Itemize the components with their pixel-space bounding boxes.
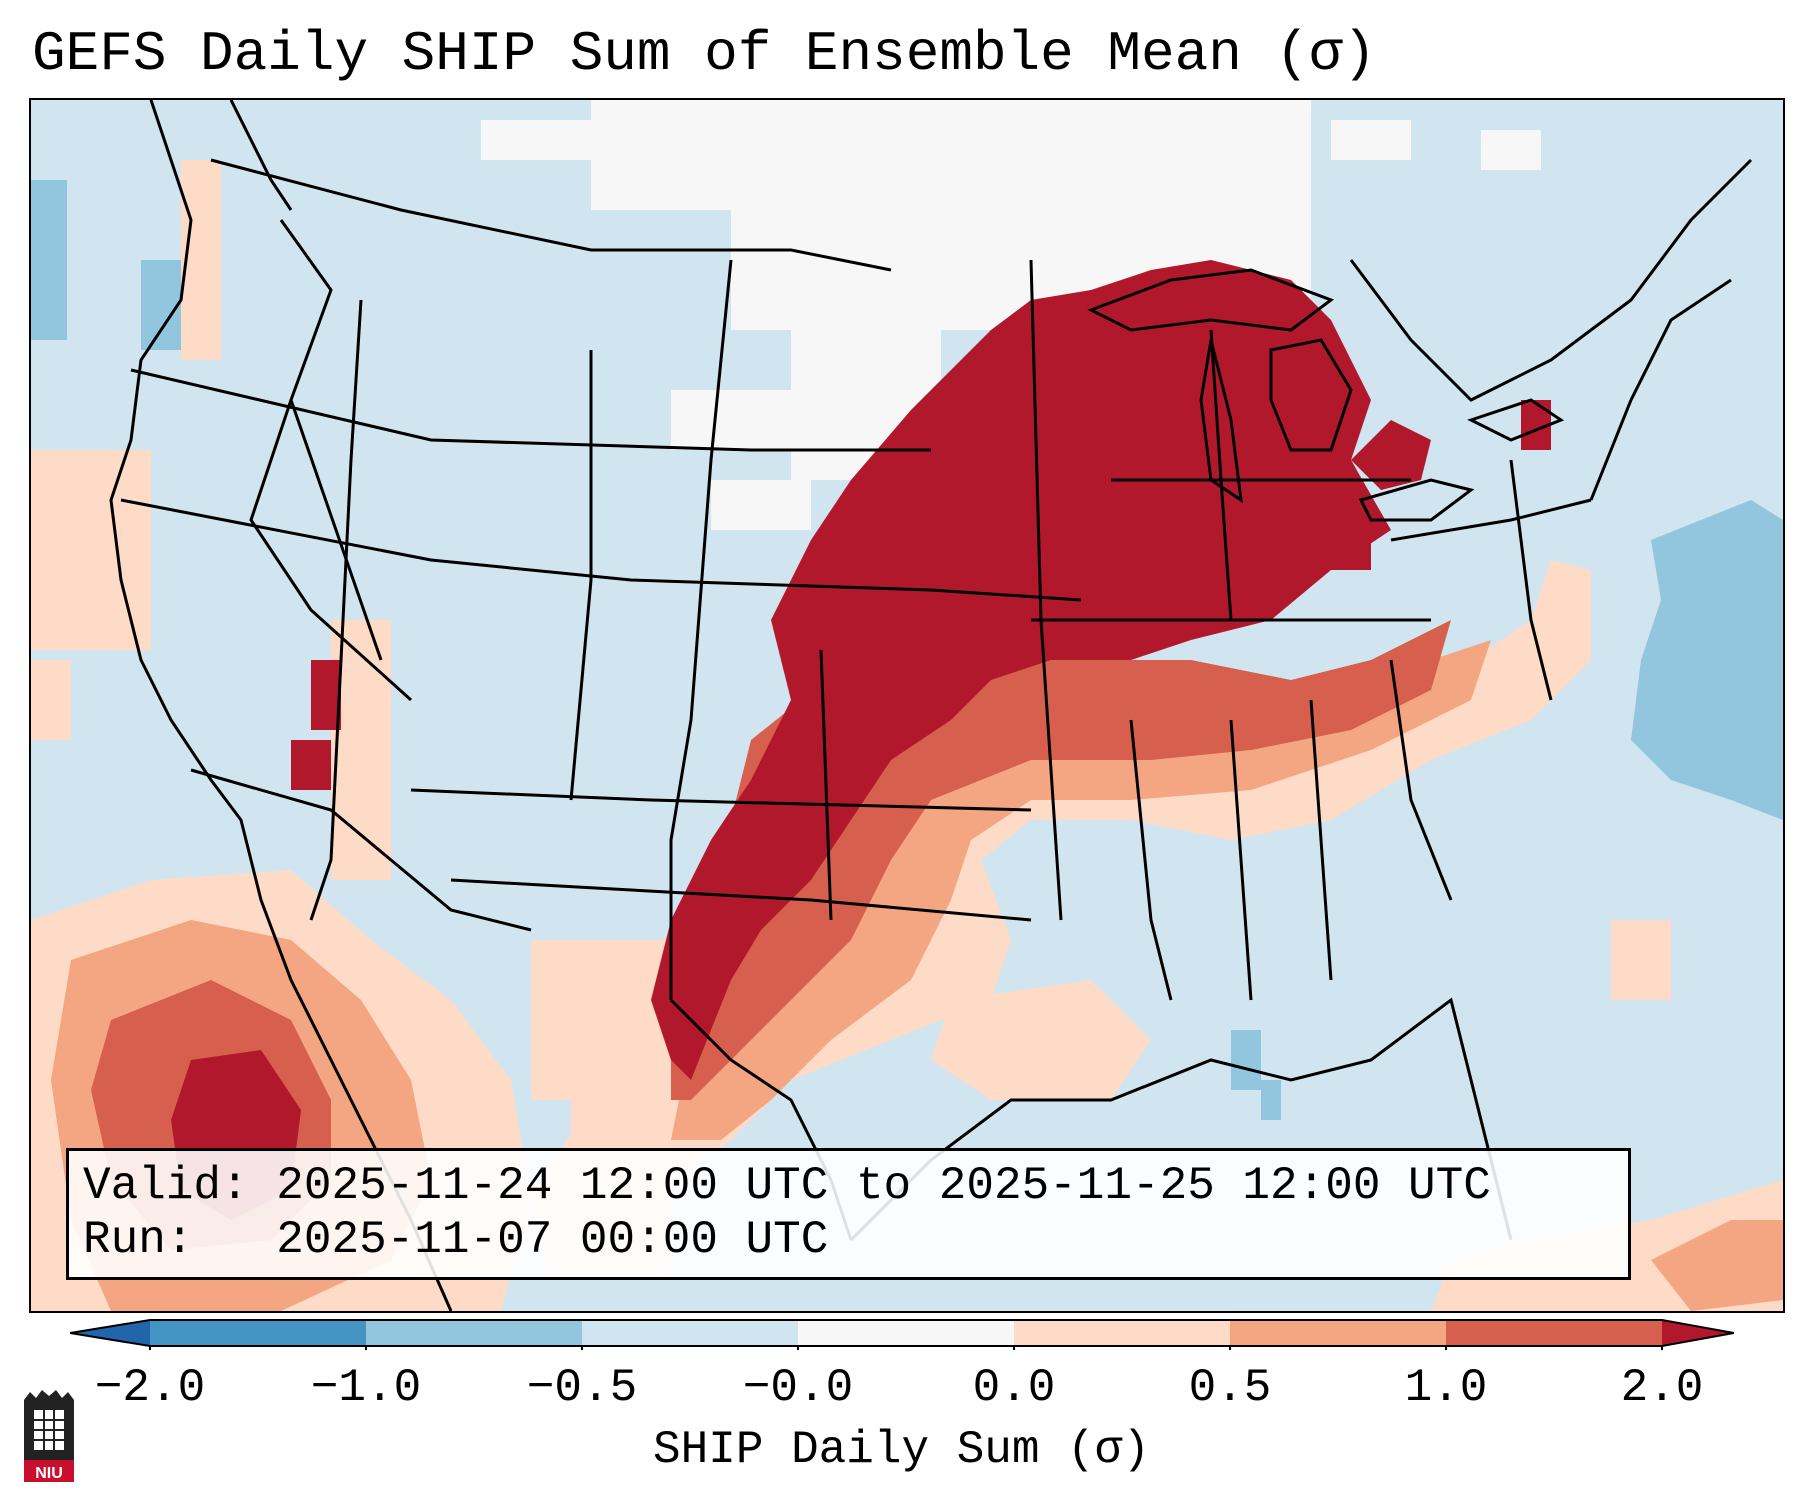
central-extreme [651,260,1551,1080]
negative-anomaly [31,180,1783,1120]
colorbar-tick-label: 0.0 [972,1362,1056,1414]
colorbar-tick-label: −1.0 [310,1362,422,1414]
valid-value: 2025-11-24 12:00 UTC to 2025-11-25 12:00… [276,1160,1491,1212]
map-panel [29,98,1785,1313]
valid-label: Valid: [83,1160,249,1212]
colorbar-tick-label: 1.0 [1404,1362,1488,1414]
colorbar-segment [150,1320,366,1346]
colorbar-tick-label: −2.0 [94,1362,206,1414]
anomaly-map [31,100,1783,1311]
figure-title: GEFS Daily SHIP Sum of Ensemble Mean (σ) [32,22,1377,86]
colorbar-tick-label: 0.5 [1188,1362,1272,1414]
colorbar-segment [1014,1320,1230,1346]
colorbar-tick-label: −0.0 [742,1362,854,1414]
colorbar-segment [1446,1320,1662,1346]
run-label: Run: [83,1214,194,1266]
logo-text: NIU [35,1465,63,1482]
colorbar-segment [366,1320,582,1346]
great-lakes [1087,268,1565,522]
colorbar-tick-label: −0.5 [526,1362,638,1414]
near-zero-region [31,100,1541,1311]
colorbar-label: SHIP Daily Sum (σ) [653,1424,1150,1476]
valid-run-info-box: Valid: 2025-11-24 12:00 UTC to 2025-11-2… [66,1148,1631,1280]
run-value: 2025-11-07 00:00 UTC [276,1214,829,1266]
colorbar-segment [1230,1320,1446,1346]
colorbar-tick-label: 2.0 [1620,1362,1704,1414]
state-borders [109,100,1753,1311]
colorbar-segment [582,1320,798,1346]
colorbar-segment [798,1320,1014,1346]
colorbar-extend-low [70,1320,150,1346]
niu-logo-icon: NIU [24,1390,74,1482]
colorbar-extend-high [1662,1320,1734,1346]
colorbar [70,1319,1734,1350]
